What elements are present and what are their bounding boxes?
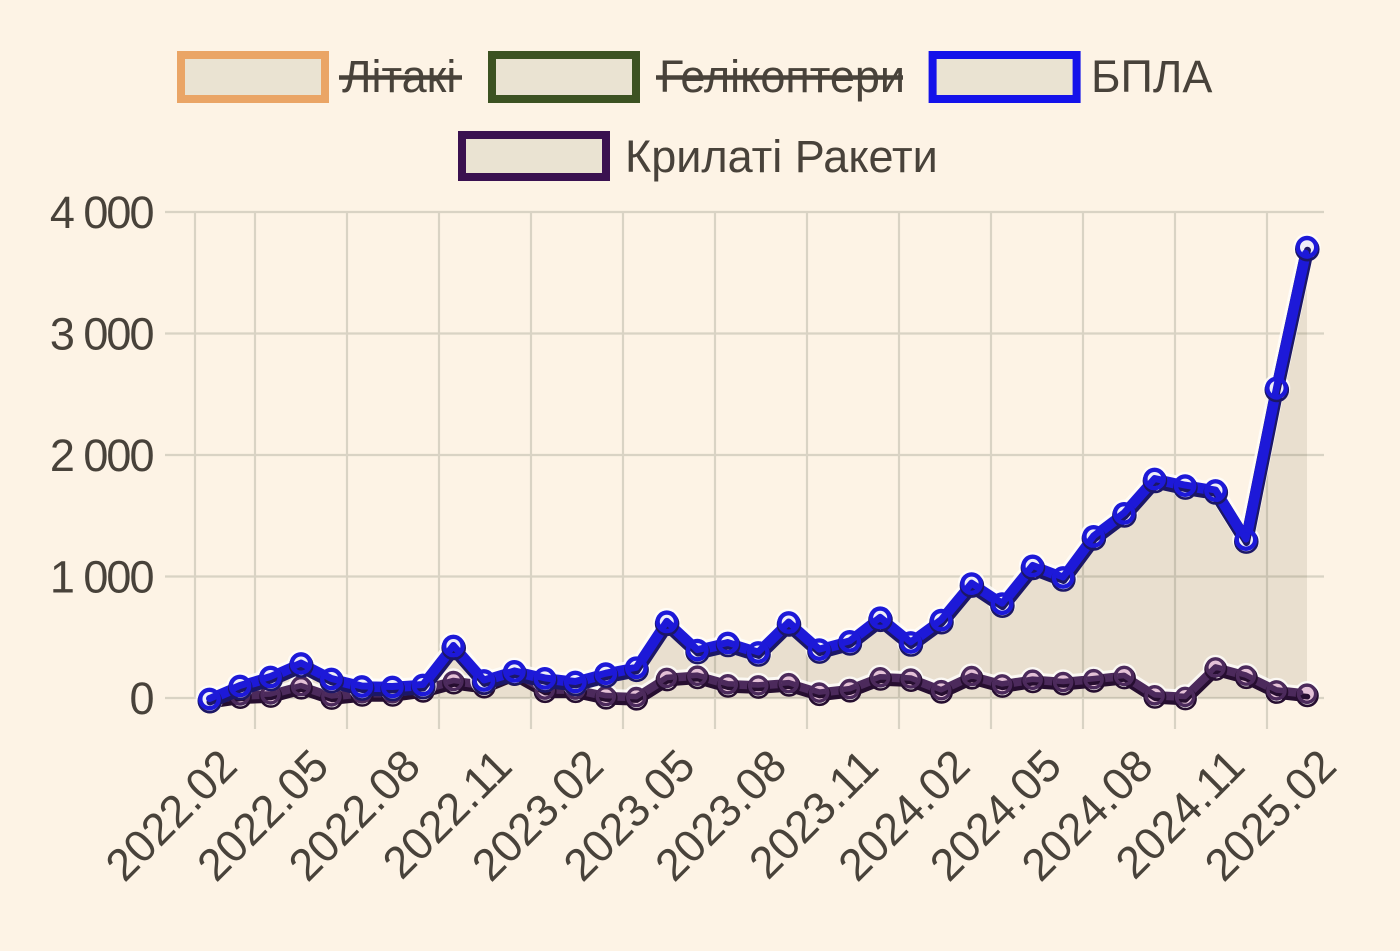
svg-text:Крилаті Ракети: Крилаті Ракети xyxy=(625,131,938,182)
svg-text:4 000: 4 000 xyxy=(50,187,154,238)
svg-text:0: 0 xyxy=(129,673,153,724)
svg-text:1 000: 1 000 xyxy=(50,551,154,602)
svg-text:2 000: 2 000 xyxy=(50,430,154,481)
svg-text:3 000: 3 000 xyxy=(50,308,154,359)
svg-text:БПЛА: БПЛА xyxy=(1091,51,1212,102)
